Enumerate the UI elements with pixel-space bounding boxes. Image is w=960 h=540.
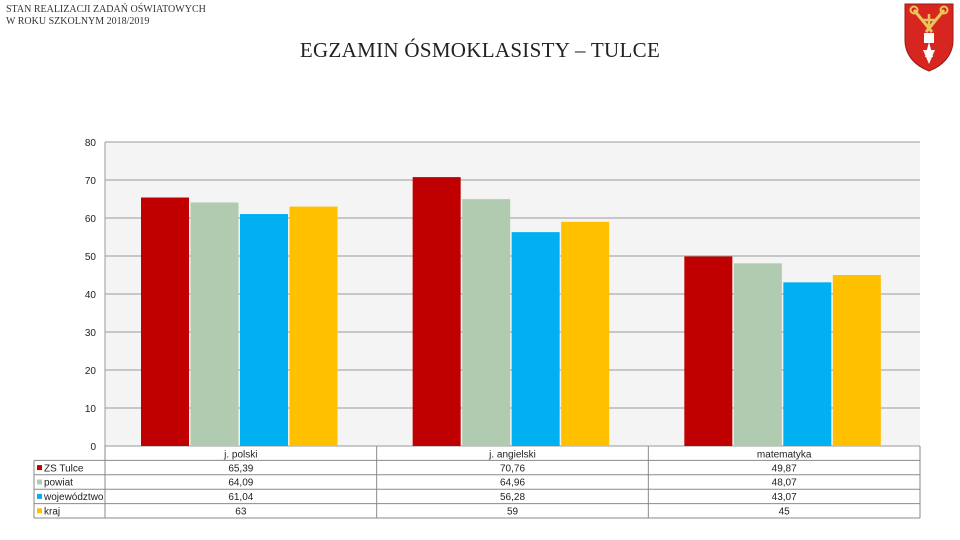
bar-3-1 <box>240 214 288 446</box>
data-label: 56,28 <box>500 492 525 503</box>
data-label: 61,04 <box>228 492 253 503</box>
bar-3-2 <box>511 232 560 446</box>
legend-swatch-1 <box>37 465 42 471</box>
data-label: 43,07 <box>772 492 797 503</box>
header-line-1: STAN REALIZACJI ZADAŃ OŚWIATOWYCH <box>6 4 206 15</box>
bar-2-2 <box>462 199 511 446</box>
data-label: 65,39 <box>228 463 253 474</box>
x-category-label: j. polski <box>223 449 257 460</box>
bar-2-3 <box>733 263 782 446</box>
data-label: 64,96 <box>500 478 525 489</box>
legend-swatch-3 <box>37 493 42 499</box>
x-category-label: j. angielski <box>488 449 536 460</box>
data-label: 70,76 <box>500 463 525 474</box>
bar-4-3 <box>832 275 881 446</box>
header-line-2: W ROKU SZKOLNYM 2018/2019 <box>6 16 150 27</box>
legend-swatch-2 <box>37 479 42 485</box>
legend-label: kraj <box>44 507 60 518</box>
y-tick-label: 70 <box>85 176 97 187</box>
data-label: 64,09 <box>228 478 253 489</box>
y-tick-label: 20 <box>85 366 97 377</box>
bar-2-1 <box>190 202 239 446</box>
y-tick-label: 0 <box>90 442 96 453</box>
legend-label: powiat <box>44 478 73 489</box>
y-tick-label: 50 <box>85 252 97 263</box>
legend-swatch-4 <box>37 508 42 514</box>
data-label: 45 <box>779 507 791 518</box>
y-tick-label: 10 <box>85 404 97 415</box>
bar-4-2 <box>561 221 610 446</box>
page-title: EGZAMIN ÓSMOKLASISTY – TULCE <box>299 38 661 62</box>
x-category-label: matematyka <box>757 449 812 460</box>
y-tick-label: 60 <box>85 214 97 225</box>
bar-1-3 <box>684 256 733 446</box>
data-label: 63 <box>235 507 247 518</box>
y-tick-label: 40 <box>85 290 97 301</box>
bar-1-1 <box>141 197 189 446</box>
bar-4-1 <box>289 206 338 446</box>
y-tick-label: 80 <box>85 138 97 149</box>
legend-label: ZS Tulce <box>44 463 84 474</box>
y-tick-label: 30 <box>85 328 97 339</box>
bar-3-3 <box>783 282 832 446</box>
coat-of-arms-icon <box>902 2 956 72</box>
data-label: 49,87 <box>772 463 797 474</box>
data-label: 59 <box>507 507 519 518</box>
legend-label: województwo <box>43 492 104 503</box>
data-label: 48,07 <box>772 478 797 489</box>
bar-1-2 <box>412 177 461 446</box>
